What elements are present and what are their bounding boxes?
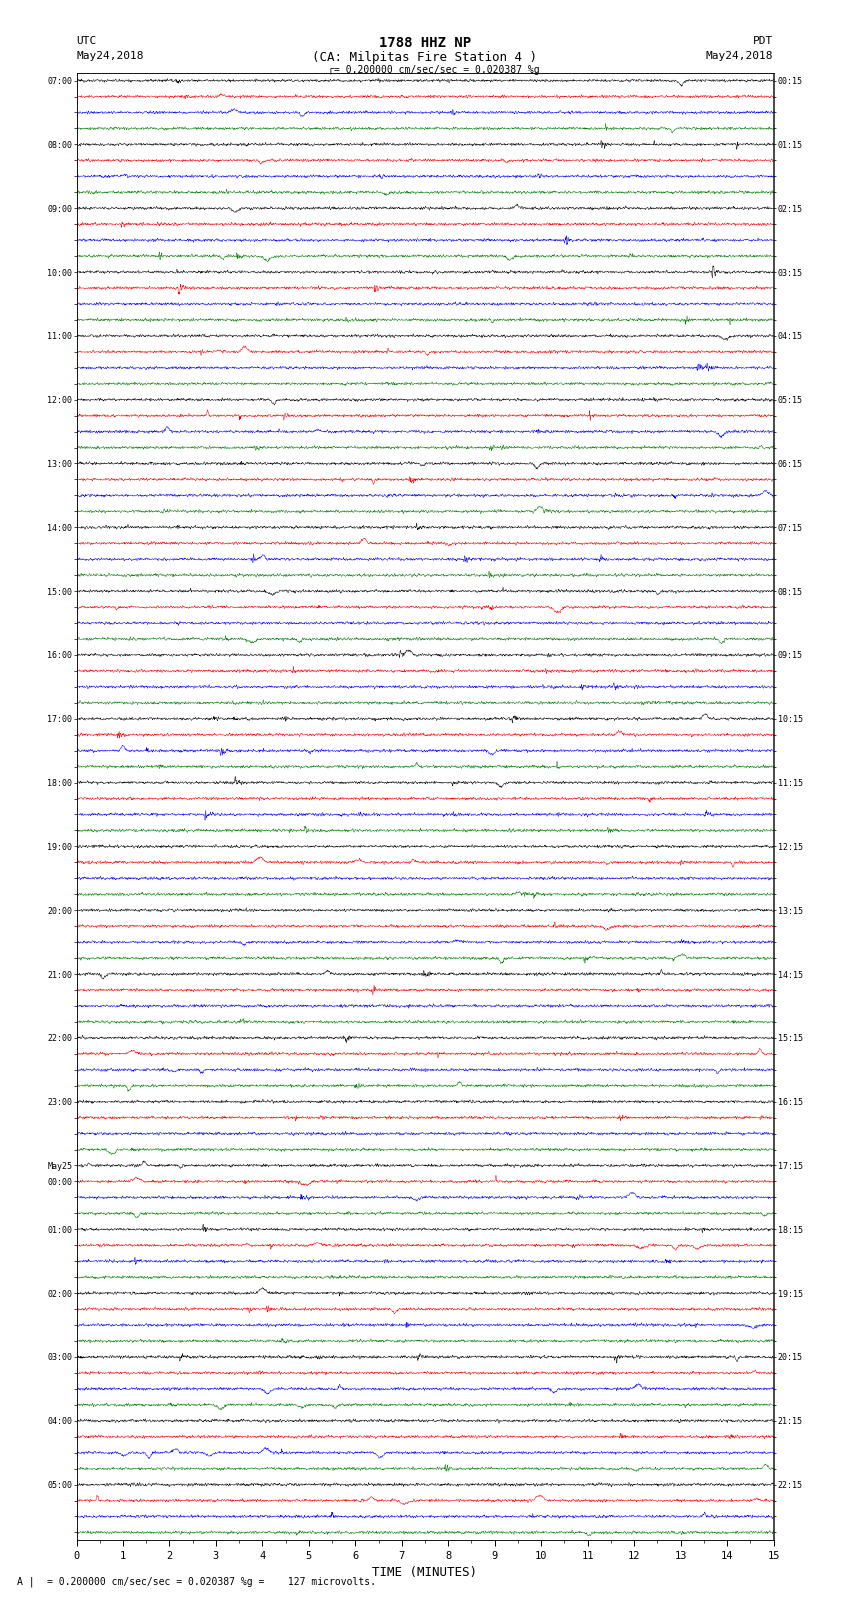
Text: A |: A | [17, 1576, 35, 1587]
Text: PDT: PDT [753, 37, 774, 47]
Text: = 0.200000 cm/sec/sec = 0.020387 %g =    127 microvolts.: = 0.200000 cm/sec/sec = 0.020387 %g = 12… [47, 1578, 376, 1587]
Text: May24,2018: May24,2018 [76, 50, 144, 61]
Text: ┌: ┌ [327, 65, 333, 74]
Text: 1788 HHZ NP: 1788 HHZ NP [379, 37, 471, 50]
Text: = 0.200000 cm/sec/sec = 0.020387 %g: = 0.200000 cm/sec/sec = 0.020387 %g [334, 65, 540, 74]
Text: May24,2018: May24,2018 [706, 50, 774, 61]
Text: UTC: UTC [76, 37, 97, 47]
X-axis label: TIME (MINUTES): TIME (MINUTES) [372, 1566, 478, 1579]
Text: (CA: Milpitas Fire Station 4 ): (CA: Milpitas Fire Station 4 ) [313, 50, 537, 65]
